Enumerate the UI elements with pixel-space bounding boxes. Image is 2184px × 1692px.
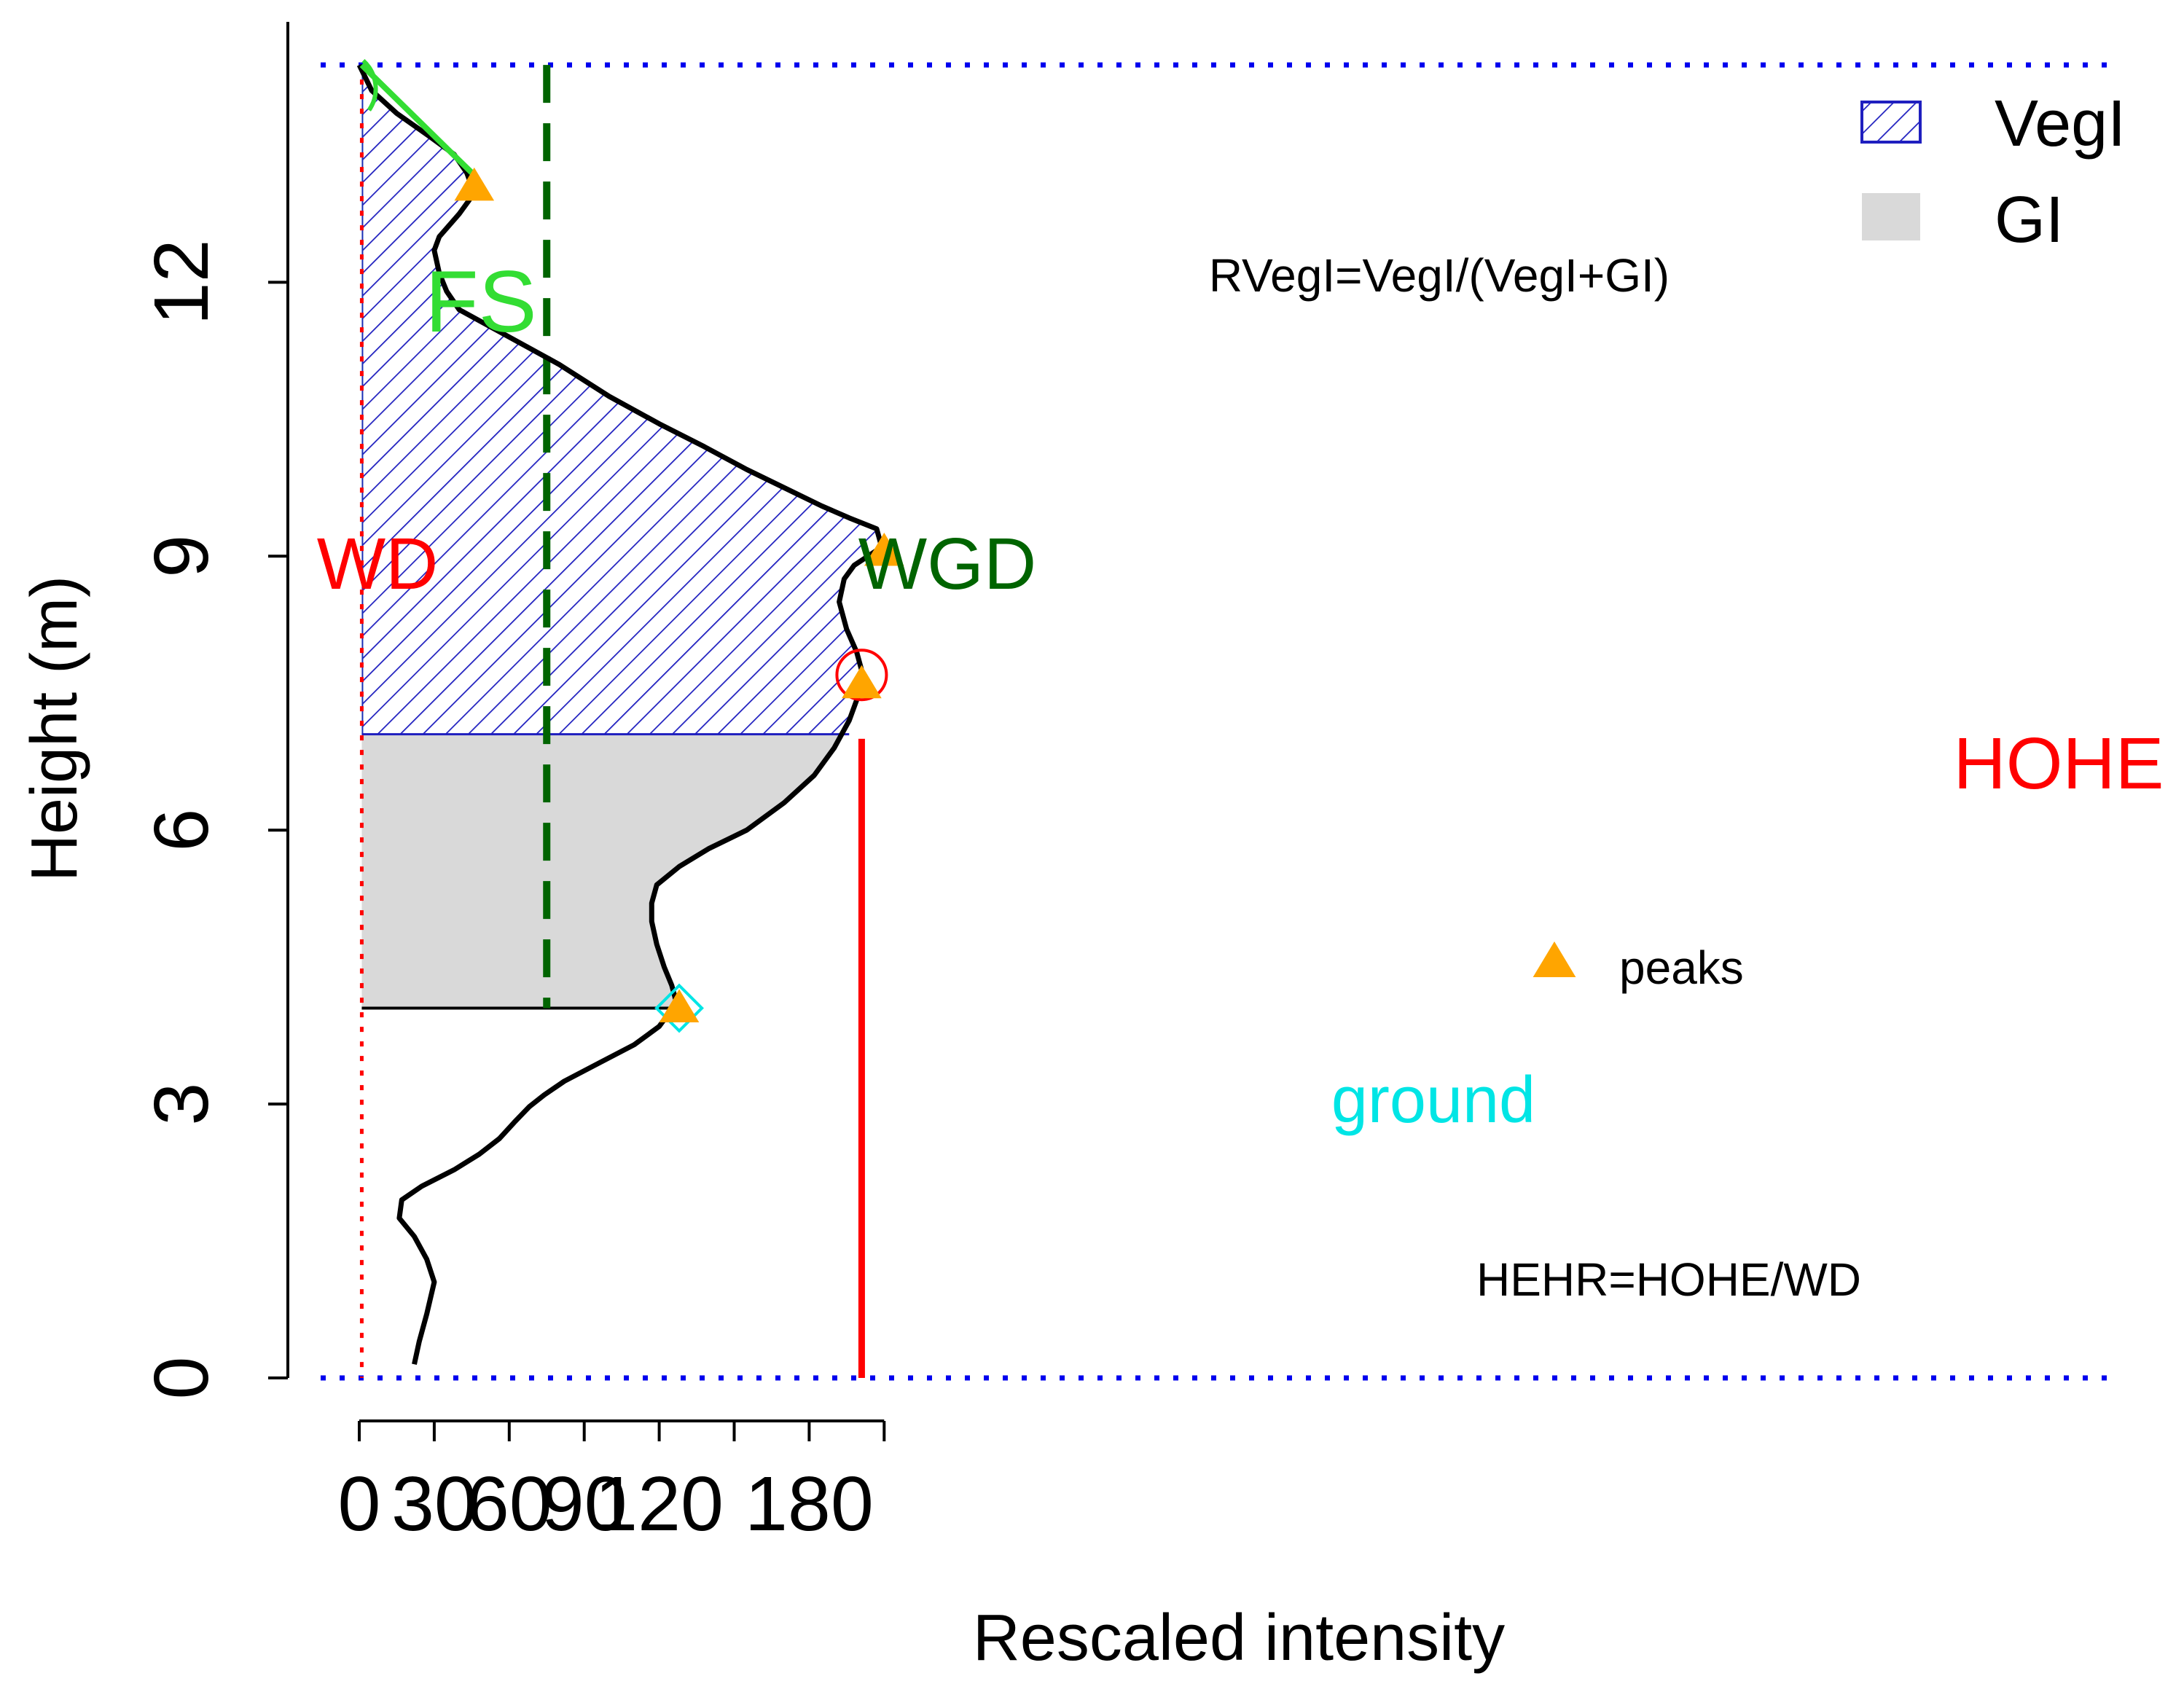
legend: VegI GI peaks [1533,87,2126,994]
legend-peaks-label: peaks [1619,941,1744,994]
x-tick-label: 180 [745,1461,874,1547]
x-axis-title: Rescaled intensity [973,1602,1505,1675]
legend-gi-swatch [1862,193,1920,240]
ground-label: ground [1331,1064,1535,1137]
x-tick-label: 90 [541,1461,627,1547]
x-tick-label: 120 [595,1461,724,1547]
wd-label: WD [317,523,439,605]
y-tick-label: 6 [138,809,224,852]
y-axis-title: Height (m) [18,576,91,882]
fs-arc [361,58,378,111]
fs-label: FS [425,253,536,350]
peak-marker [864,533,904,566]
x-tick-label: 60 [466,1461,552,1547]
y-tick-label: 9 [138,535,224,578]
y-tick-label: 3 [138,1083,224,1126]
wgd-label: WGD [858,523,1036,605]
peak-markers [454,167,904,1023]
hohe-marker [835,649,888,702]
x-tick-label: 0 [338,1461,381,1547]
legend-vegi-swatch [1860,101,1922,144]
x-tick-label: 30 [391,1461,477,1547]
fs-line [359,63,474,175]
legend-gi-label: GI [1995,184,2064,256]
rvegi-annotation: RVegI=VegI/(VegI+GI) [1209,249,1670,302]
y-tick-label: 0 [138,1357,224,1400]
y-tick-label: 12 [138,239,224,325]
hohe-label: HOHE [1954,723,2164,804]
peak-marker [842,665,882,699]
y-ticks: 0 3 6 9 12 [138,239,288,1399]
legend-vegi-label: VegI [1995,87,2126,160]
peak-marker [454,167,495,201]
peak-marker [659,989,700,1023]
legend-peak-marker [1533,941,1576,977]
profile-curve [356,63,885,1365]
hehr-annotation: HEHR=HOHE/WD [1476,1253,1861,1306]
gi-area [361,734,842,1008]
